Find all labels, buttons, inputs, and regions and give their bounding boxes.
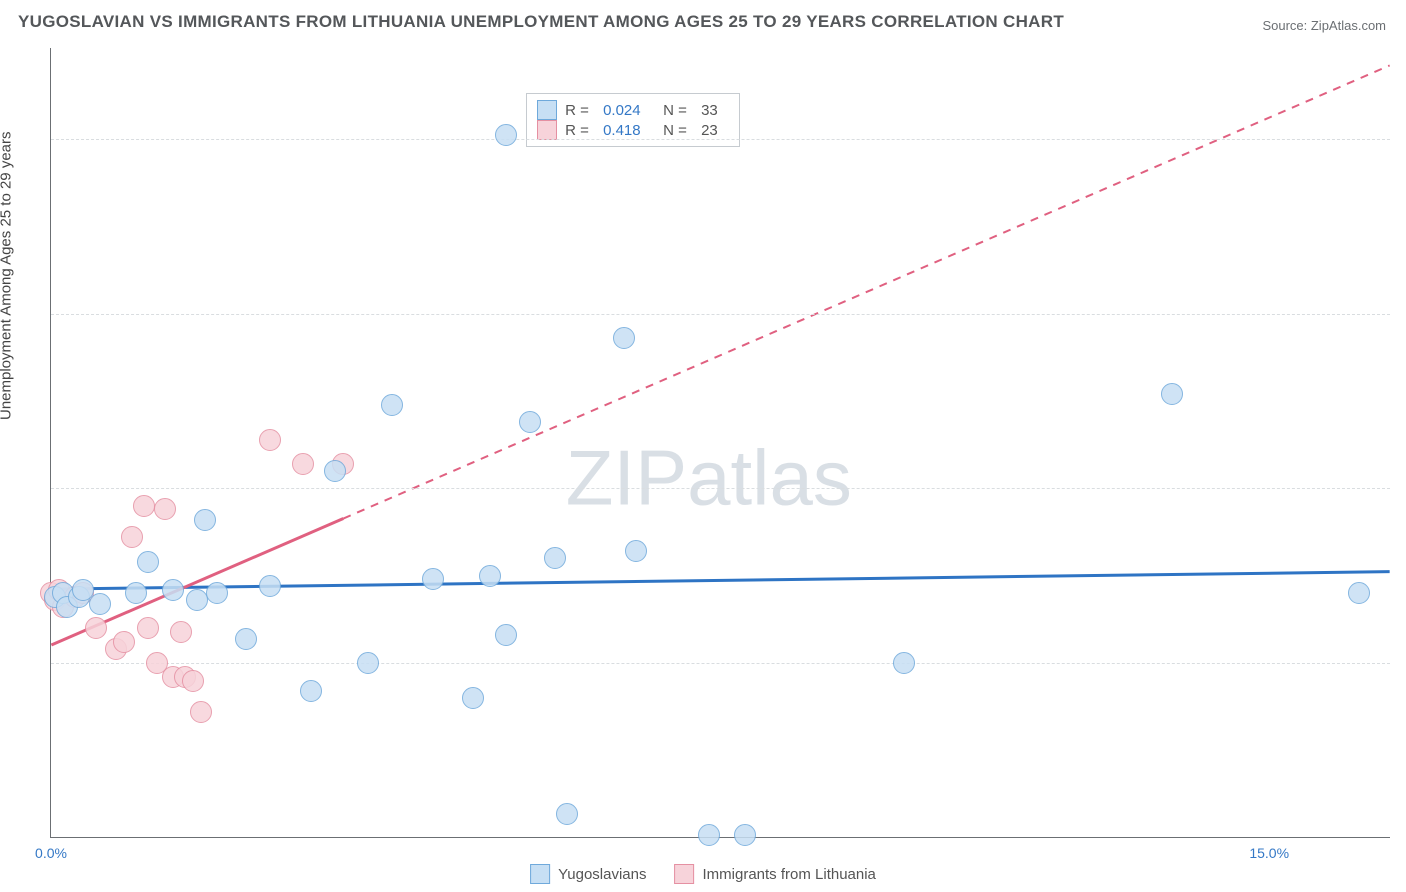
data-point	[613, 327, 635, 349]
data-point	[137, 617, 159, 639]
data-point	[121, 526, 143, 548]
n-value: 23	[701, 122, 725, 139]
data-point	[625, 540, 647, 562]
data-point	[154, 498, 176, 520]
data-point	[259, 575, 281, 597]
data-point	[495, 124, 517, 146]
data-point	[324, 460, 346, 482]
legend-swatch-icon	[537, 100, 557, 120]
r-value: 0.024	[603, 102, 655, 119]
trend-lines-layer	[51, 48, 1390, 837]
legend-label: Immigrants from Lithuania	[703, 866, 876, 883]
data-point	[495, 624, 517, 646]
n-label: N =	[663, 122, 693, 139]
legend-swatch-icon	[530, 864, 550, 884]
r-label: R =	[565, 102, 595, 119]
data-point	[357, 652, 379, 674]
data-point	[1161, 383, 1183, 405]
data-point	[519, 411, 541, 433]
data-point	[462, 687, 484, 709]
data-point	[206, 582, 228, 604]
data-point	[125, 582, 147, 604]
legend-item-lithuania: Immigrants from Lithuania	[675, 864, 876, 884]
legend-swatch-icon	[675, 864, 695, 884]
data-point	[133, 495, 155, 517]
data-point	[190, 701, 212, 723]
watermark: ZIPatlas	[566, 432, 852, 523]
r-value: 0.418	[603, 122, 655, 139]
gridline-h	[51, 488, 1390, 489]
legend-swatch-icon	[537, 120, 557, 140]
data-point	[85, 617, 107, 639]
data-point	[556, 803, 578, 825]
n-label: N =	[663, 102, 693, 119]
data-point	[300, 680, 322, 702]
data-point	[1348, 582, 1370, 604]
data-point	[235, 628, 257, 650]
data-point	[170, 621, 192, 643]
data-point	[698, 824, 720, 846]
x-tick-label: 0.0%	[35, 845, 67, 861]
data-point	[381, 394, 403, 416]
data-point	[893, 652, 915, 674]
data-point	[479, 565, 501, 587]
legend-label: Yugoslavians	[558, 866, 646, 883]
data-point	[194, 509, 216, 531]
r-label: R =	[565, 122, 595, 139]
legend-item-yugoslavians: Yugoslavians	[530, 864, 646, 884]
data-point	[292, 453, 314, 475]
legend-row: R = 0.418 N = 23	[537, 120, 725, 140]
n-value: 33	[701, 102, 725, 119]
data-point	[89, 593, 111, 615]
data-point	[422, 568, 444, 590]
data-point	[544, 547, 566, 569]
series-legend: Yugoslavians Immigrants from Lithuania	[530, 864, 876, 884]
data-point	[113, 631, 135, 653]
x-tick-label: 15.0%	[1249, 845, 1289, 861]
y-axis-label: Unemployment Among Ages 25 to 29 years	[0, 131, 15, 420]
data-point	[162, 579, 184, 601]
data-point	[734, 824, 756, 846]
data-point	[137, 551, 159, 573]
chart-title: YUGOSLAVIAN VS IMMIGRANTS FROM LITHUANIA…	[18, 12, 1064, 32]
gridline-h	[51, 663, 1390, 664]
source-attribution: Source: ZipAtlas.com	[1262, 18, 1386, 33]
scatter-plot: ZIPatlas R =0.024N =33R =0.418N =23 5.0%…	[50, 48, 1390, 838]
gridline-h	[51, 139, 1390, 140]
data-point	[182, 670, 204, 692]
data-point	[186, 589, 208, 611]
data-point	[259, 429, 281, 451]
gridline-h	[51, 314, 1390, 315]
legend-row: R = 0.024 N = 33	[537, 100, 725, 120]
